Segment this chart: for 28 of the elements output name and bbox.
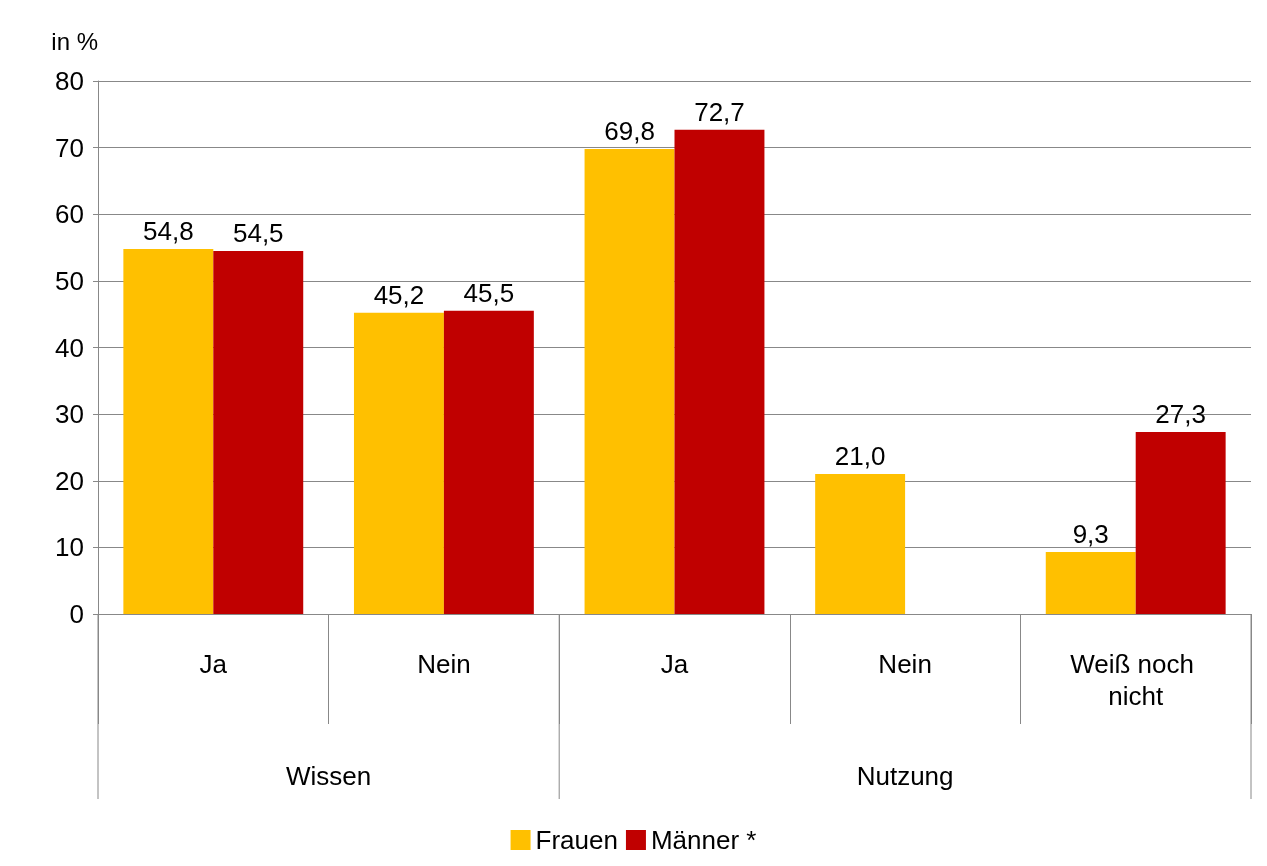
data-label: 69,8 xyxy=(604,115,655,146)
data-label: 45,2 xyxy=(373,279,425,310)
data-label: 72,7 xyxy=(694,96,745,127)
text: Wissen xyxy=(285,761,372,791)
x-tick-label: Ja xyxy=(199,649,228,679)
data-label: 54,5 xyxy=(232,217,284,248)
data-label: 45,5 xyxy=(463,277,515,308)
data-label: 9,3 xyxy=(1072,519,1109,550)
data-label: 27,3 xyxy=(1155,399,1206,430)
x-tick-label: Nein xyxy=(878,649,932,679)
text: Nutzung xyxy=(856,761,954,791)
legend-label: Männer * xyxy=(650,825,757,855)
y-tick-label: 0 xyxy=(69,599,84,629)
y-tick-label: 50 xyxy=(55,265,84,296)
x-tick-label: Weiß noch nicht xyxy=(1070,649,1202,711)
data-label: 21,0 xyxy=(834,441,886,472)
y-tick-label: 10 xyxy=(55,532,84,563)
y-tick-label: 60 xyxy=(55,199,84,230)
y-axis-title: in % xyxy=(51,27,98,55)
y-tick-label: 20 xyxy=(55,465,84,496)
x-tick-label: Nein xyxy=(417,649,471,679)
y-tick-label: 40 xyxy=(55,332,84,363)
data-label: 54,8 xyxy=(143,215,194,246)
y-tick-label: 80 xyxy=(55,66,84,96)
x-tick-label: Ja xyxy=(660,649,689,679)
y-tick-label: 30 xyxy=(55,399,84,430)
y-tick-label: 70 xyxy=(55,132,84,163)
legend-label: Frauen xyxy=(535,825,618,855)
